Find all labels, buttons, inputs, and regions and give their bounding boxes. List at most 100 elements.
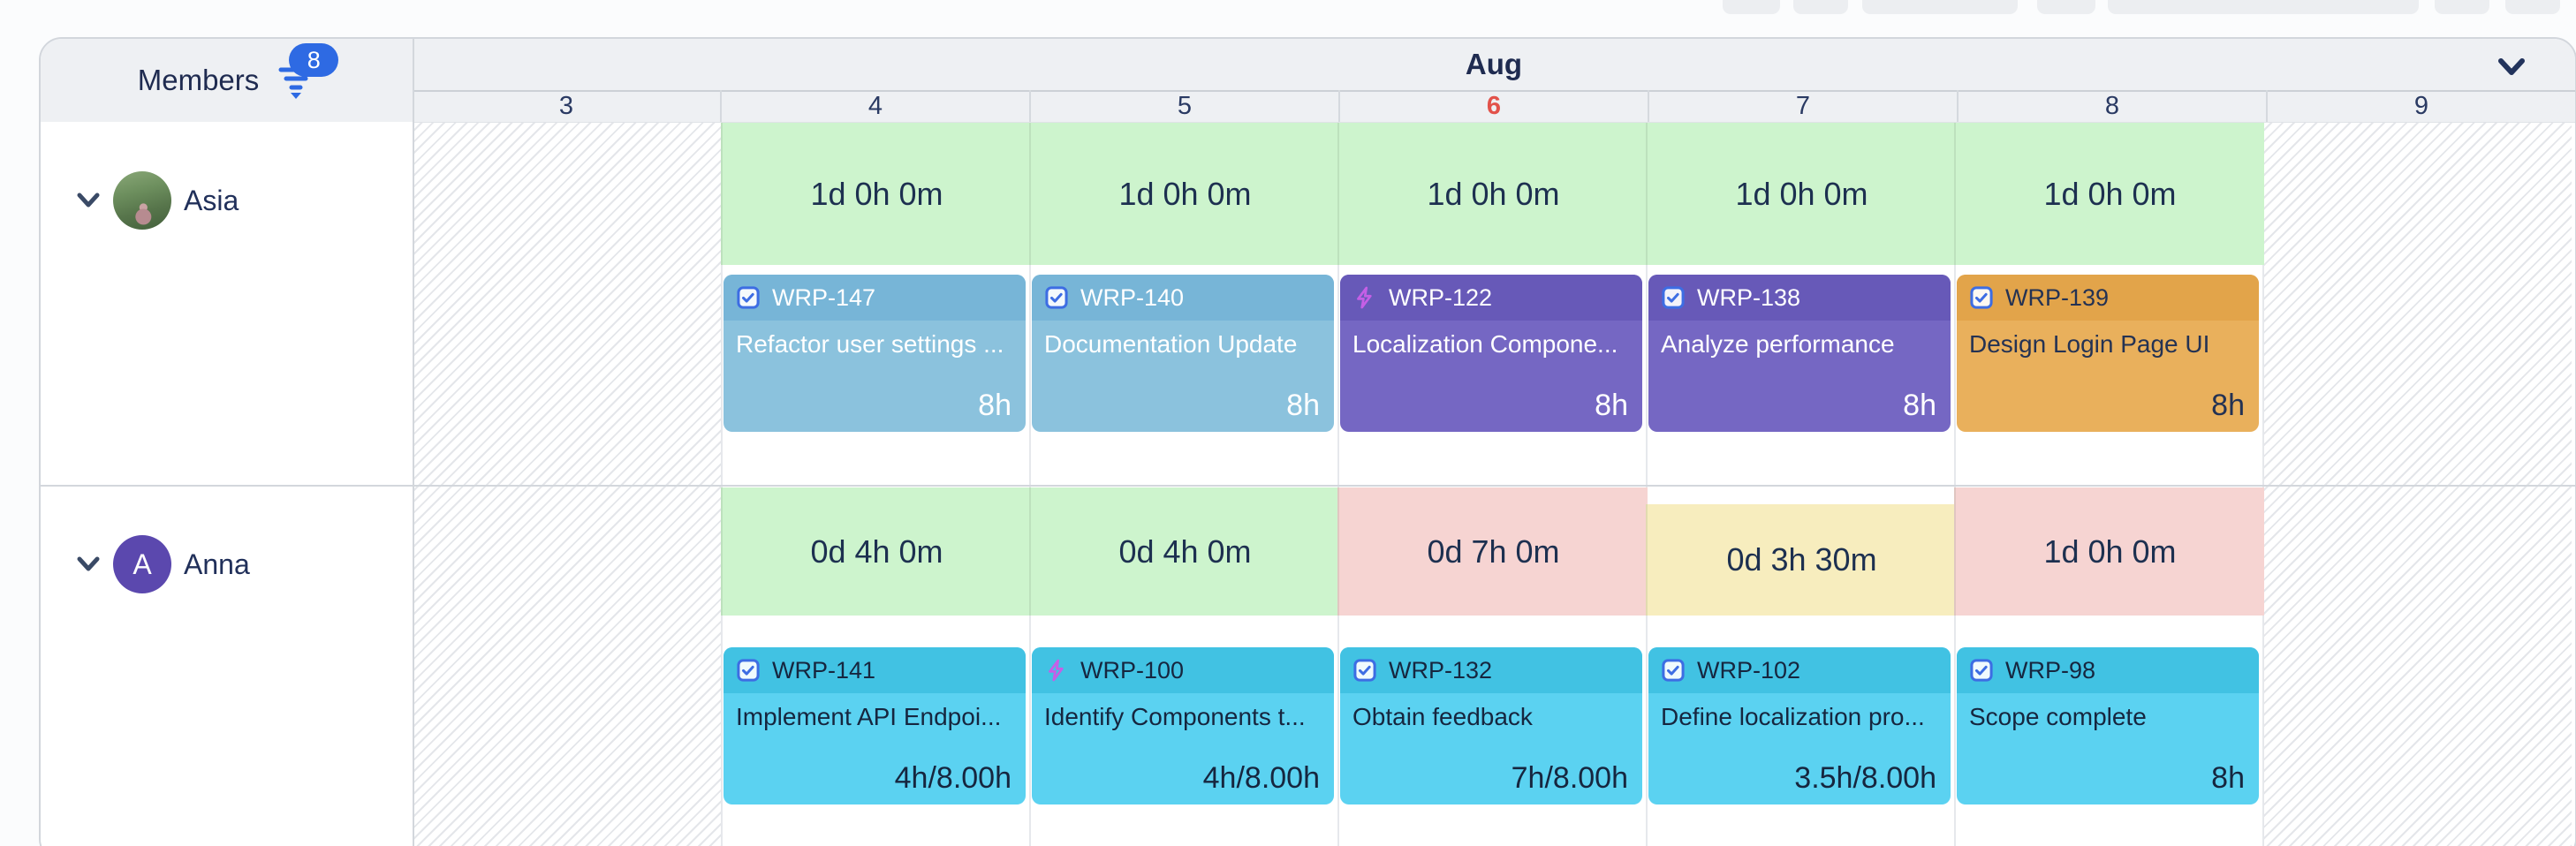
task-checkbox-icon: [1353, 659, 1376, 682]
avatar[interactable]: [113, 171, 171, 230]
toolbar-button[interactable]: [1793, 0, 1848, 14]
task-hours: 8h: [1903, 389, 1936, 422]
toolbar-button[interactable]: [2037, 0, 2095, 14]
capacity-cell[interactable]: 0d 7h 0m: [1337, 487, 1648, 616]
dates-bottom-line: [413, 122, 2575, 123]
gridline: [1954, 122, 1956, 846]
timeline-grid: 1d 0h 0m 1d 0h 0m 1d 0h 0m 1d 0h 0m 1d 0…: [41, 122, 2575, 846]
lightning-icon: [1357, 286, 1372, 309]
task-card[interactable]: WRP-147 Refactor user settings ... 8h: [724, 275, 1026, 432]
task-hours: 8h: [2211, 389, 2245, 422]
task-card[interactable]: WRP-100 Identify Components t... 4h/8.00…: [1032, 647, 1334, 804]
task-key: WRP-141: [772, 656, 876, 684]
dates-row: 3 4 5 6 7 8 9: [413, 90, 2575, 122]
lightning-icon: [1049, 659, 1064, 682]
capacity-cell[interactable]: 1d 0h 0m: [1029, 123, 1339, 265]
task-checkbox-icon: [1662, 659, 1685, 682]
task-card-header: WRP-138: [1648, 275, 1951, 321]
toolbar-button[interactable]: [1862, 0, 2018, 14]
toolbar-button[interactable]: [1723, 0, 1780, 14]
member-row-asia[interactable]: Asia: [41, 168, 410, 233]
members-header-cell: Members 8: [41, 39, 413, 122]
capacity-cell[interactable]: 0d 4h 0m: [721, 487, 1031, 616]
capacity-cell[interactable]: 1d 0h 0m: [721, 123, 1031, 265]
panel-header: [41, 39, 2575, 122]
non-working-column-3: [413, 122, 721, 846]
task-card[interactable]: WRP-102 Define localization pro... 3.5h/…: [1648, 647, 1951, 804]
chevron-down-icon[interactable]: [76, 555, 101, 573]
member-name: Asia: [184, 184, 239, 216]
task-key: WRP-139: [2005, 283, 2110, 311]
capacity-cell[interactable]: 1d 0h 0m: [1954, 123, 2264, 265]
gridline: [721, 122, 723, 846]
capacity-cell[interactable]: 1d 0h 0m: [1337, 123, 1648, 265]
task-checkbox-icon: [1970, 286, 1993, 309]
task-title: Refactor user settings ...: [736, 330, 1004, 358]
day-header-8[interactable]: 8: [1957, 90, 2266, 122]
capacity-cell[interactable]: 1d 0h 0m: [1954, 487, 2264, 616]
gridline: [1646, 122, 1648, 846]
task-title: Implement API Endpoi...: [736, 703, 1002, 730]
task-title: Scope complete: [1969, 703, 2147, 730]
toolbar-button[interactable]: [2435, 0, 2489, 14]
capacity-cell[interactable]: 0d 4h 0m: [1029, 487, 1339, 616]
day-header-4[interactable]: 4: [720, 90, 1029, 122]
day-header-7[interactable]: 7: [1648, 90, 1957, 122]
task-title: Documentation Update: [1044, 330, 1298, 358]
toolbar-button[interactable]: [2505, 0, 2560, 14]
task-hours: 7h/8.00h: [1511, 761, 1628, 795]
task-card[interactable]: WRP-132 Obtain feedback 7h/8.00h: [1340, 647, 1642, 804]
filter-count-badge: 8: [289, 43, 339, 77]
capacity-cell[interactable]: 0d 3h 30m: [1646, 504, 1956, 616]
task-key: WRP-102: [1697, 656, 1801, 684]
task-card-header: WRP-141: [724, 647, 1026, 693]
capacity-cell[interactable]: 1d 0h 0m: [1646, 123, 1956, 265]
task-card[interactable]: WRP-98 Scope complete 8h: [1957, 647, 2259, 804]
task-card-header: WRP-122: [1340, 275, 1642, 321]
day-header-5[interactable]: 5: [1029, 90, 1338, 122]
task-hours: 4h/8.00h: [894, 761, 1011, 795]
members-filter-button[interactable]: 8: [277, 43, 339, 100]
panel-vertical-divider: [413, 39, 414, 846]
gridline: [2262, 122, 2264, 846]
task-title: Design Login Page UI: [1969, 330, 2210, 358]
task-card[interactable]: WRP-140 Documentation Update 8h: [1032, 275, 1334, 432]
task-key: WRP-122: [1389, 283, 1493, 311]
day-header-9[interactable]: 9: [2266, 90, 2575, 122]
toolbar-button[interactable]: [2108, 0, 2419, 14]
day-header-3[interactable]: 3: [558, 91, 574, 120]
non-working-column-9: [2262, 122, 2572, 846]
task-hours: 3.5h/8.00h: [1794, 761, 1936, 795]
task-hours: 4h/8.00h: [1202, 761, 1320, 795]
task-card-header: WRP-140: [1032, 275, 1334, 321]
month-label: Aug: [1465, 48, 1523, 80]
gridline: [1029, 122, 1031, 846]
task-card[interactable]: WRP-122 Localization Compone... 8h: [1340, 275, 1642, 432]
task-key: WRP-98: [2005, 656, 2096, 684]
task-card[interactable]: WRP-138 Analyze performance 8h: [1648, 275, 1951, 432]
chevron-down-icon[interactable]: [76, 192, 101, 209]
member-row-anna[interactable]: A Anna: [41, 532, 410, 597]
task-checkbox-icon: [737, 286, 760, 309]
task-key: WRP-132: [1389, 656, 1493, 684]
task-hours: 8h: [978, 389, 1011, 422]
members-title: Members: [137, 64, 260, 96]
task-card-header: WRP-147: [724, 275, 1026, 321]
task-card[interactable]: WRP-141 Implement API Endpoi... 4h/8.00h: [724, 647, 1026, 804]
task-card-header: WRP-132: [1340, 647, 1642, 693]
task-key: WRP-138: [1697, 283, 1801, 311]
task-key: WRP-140: [1080, 283, 1185, 311]
day-header-6-today[interactable]: 6: [1338, 90, 1648, 122]
header-divider: [413, 90, 2575, 92]
task-card[interactable]: WRP-139 Design Login Page UI 8h: [1957, 275, 2259, 432]
chevron-down-icon[interactable]: [2497, 57, 2526, 78]
schedule-panel: Members 8 Aug 3 4 5 6 7: [39, 37, 2576, 846]
task-checkbox-icon: [1662, 286, 1685, 309]
task-checkbox-icon: [1045, 286, 1068, 309]
task-card-header: WRP-139: [1957, 275, 2259, 321]
task-card-header: WRP-102: [1648, 647, 1951, 693]
row-divider: [41, 485, 2575, 487]
avatar[interactable]: A: [113, 535, 171, 593]
task-checkbox-icon: [1970, 659, 1993, 682]
task-key: WRP-147: [772, 283, 876, 311]
